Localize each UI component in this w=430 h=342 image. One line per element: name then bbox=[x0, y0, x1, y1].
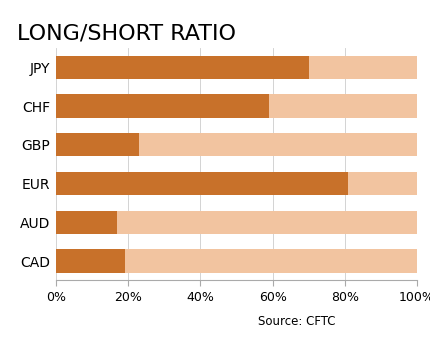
Bar bbox=[117, 211, 417, 234]
Bar bbox=[56, 56, 309, 79]
Bar bbox=[56, 94, 269, 118]
Text: LONG/SHORT RATIO: LONG/SHORT RATIO bbox=[17, 24, 236, 44]
Bar bbox=[348, 172, 417, 195]
Legend: % Long, % Short: % Long, % Short bbox=[91, 338, 257, 342]
Bar bbox=[56, 249, 125, 273]
Bar bbox=[125, 249, 417, 273]
Bar bbox=[56, 172, 348, 195]
Bar bbox=[56, 211, 117, 234]
Bar bbox=[309, 56, 417, 79]
Bar bbox=[269, 94, 417, 118]
Bar bbox=[139, 133, 417, 156]
Text: Source: CFTC: Source: CFTC bbox=[258, 315, 335, 328]
Bar bbox=[56, 133, 139, 156]
